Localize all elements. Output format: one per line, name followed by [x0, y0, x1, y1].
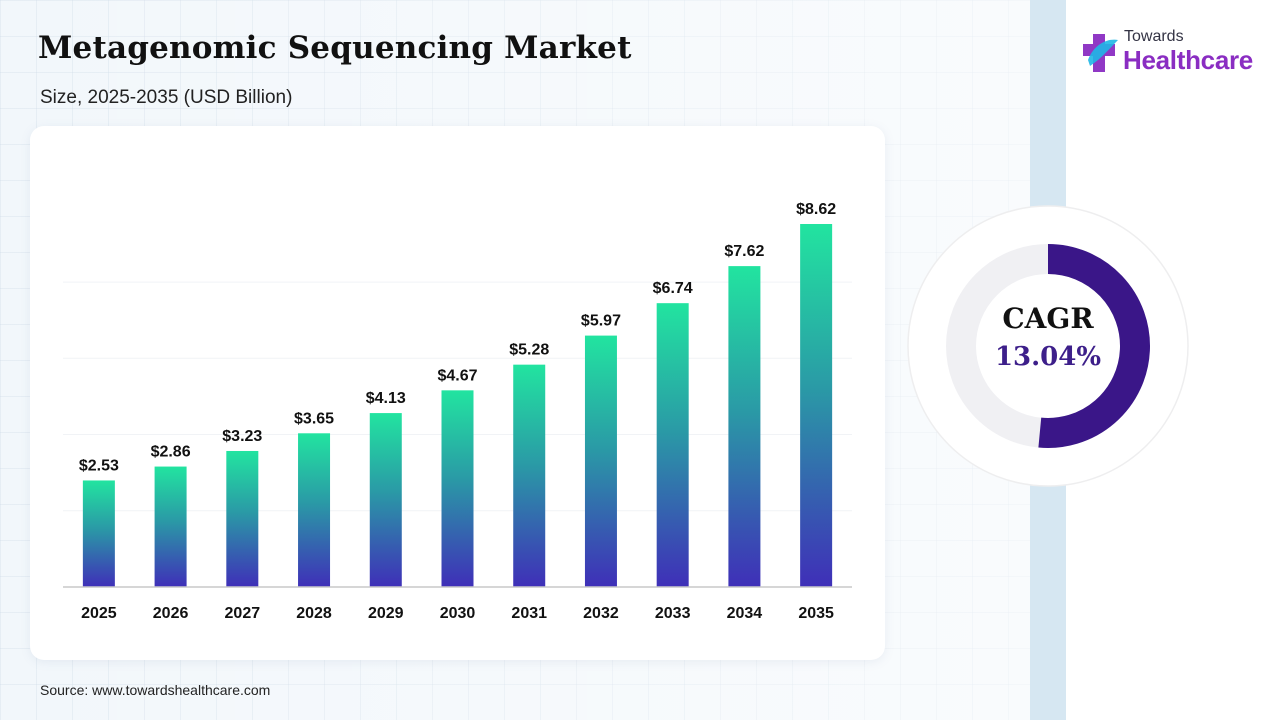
- data-label-2030: $4.67: [437, 367, 477, 384]
- bar-2028: [298, 433, 331, 587]
- x-tick-2025: 2025: [81, 605, 117, 622]
- data-label-2035: $8.62: [796, 201, 836, 218]
- x-tick-2028: 2028: [296, 605, 332, 622]
- page-subtitle: Size, 2025-2035 (USD Billion): [40, 87, 293, 108]
- data-label-2027: $3.23: [222, 428, 262, 445]
- bar-2029: [369, 413, 402, 587]
- x-tick-2032: 2032: [583, 605, 619, 622]
- cagr-arc: [1038, 244, 1150, 448]
- brand-name-top: Towards: [1124, 28, 1184, 45]
- x-tick-2026: 2026: [153, 605, 189, 622]
- x-tick-2027: 2027: [225, 605, 261, 622]
- chart-card: $2.53 $2.86 $3.23 $3.65 $4.13 $4.67 $5.28 $5.97…: [30, 126, 885, 660]
- bar-2033: [656, 303, 689, 587]
- brand-name-main: Healthcare: [1123, 45, 1253, 75]
- bar-2025: [82, 480, 115, 587]
- data-label-2032: $5.97: [581, 313, 621, 330]
- x-tick-2031: 2031: [511, 605, 547, 622]
- bar-chart: $2.53 $2.86 $3.23 $3.65 $4.13 $4.67 $5.28 $5.97…: [63, 201, 852, 622]
- bar-2026: [154, 466, 187, 587]
- data-label-2033: $6.74: [653, 280, 693, 297]
- bar-2027: [226, 450, 259, 587]
- x-tick-2035: 2035: [798, 605, 834, 622]
- data-label-2034: $7.62: [724, 243, 764, 260]
- bar-2031: [513, 364, 546, 587]
- data-label-2029: $4.13: [366, 390, 406, 407]
- bar-2032: [584, 335, 617, 587]
- data-label-2026: $2.86: [151, 444, 191, 461]
- bar-2035: [800, 224, 833, 587]
- x-tick-2030: 2030: [440, 605, 476, 622]
- data-label-2025: $2.53: [79, 457, 119, 474]
- brand-logo: Towards Healthcare: [1080, 28, 1260, 78]
- data-label-2031: $5.28: [509, 342, 549, 359]
- cagr-ring: [907, 205, 1189, 487]
- source-note: Source: www.towardshealthcare.com: [40, 682, 271, 698]
- bar-2030: [441, 390, 474, 587]
- cagr-value: 13.04%: [994, 342, 1102, 372]
- bar-2034: [728, 266, 761, 587]
- page-title: Metagenomic Sequencing Market: [38, 30, 632, 66]
- cagr-donut: CAGR 13.04%: [906, 204, 1190, 488]
- cross-logo-icon: [1083, 34, 1118, 72]
- cagr-label: CAGR: [1002, 302, 1094, 335]
- x-tick-2029: 2029: [368, 605, 404, 622]
- x-tick-2034: 2034: [727, 605, 763, 622]
- data-label-2028: $3.65: [294, 410, 334, 427]
- x-tick-2033: 2033: [655, 605, 691, 622]
